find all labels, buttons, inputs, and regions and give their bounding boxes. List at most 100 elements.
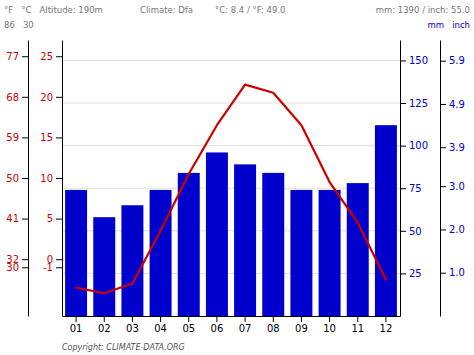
annotation: mm inch [428, 20, 470, 30]
tick-mark [273, 316, 274, 322]
bar [319, 190, 341, 316]
tick-mark [329, 316, 330, 322]
bar [65, 190, 87, 316]
tick-mark [56, 56, 62, 57]
tick-label: 07 [239, 323, 252, 334]
bars [65, 125, 397, 316]
tick-mark [104, 316, 105, 322]
tick-label: 10 [40, 173, 53, 184]
grid-line [62, 145, 400, 146]
axis-line [400, 41, 401, 317]
marks [65, 85, 397, 316]
tick: 11 [351, 316, 364, 334]
tick-label: 41 [6, 213, 19, 224]
tick: 04 [154, 316, 167, 334]
tick-label: 02 [98, 323, 111, 334]
annotation: °F °C Altitude: 190m [4, 5, 103, 15]
tick-label: 09 [295, 323, 308, 334]
header: °F °C Altitude: 190mClimate: Dfa°C: 8.4 … [4, 5, 470, 30]
tick: 50 [6, 173, 28, 184]
tick: 08 [267, 316, 280, 334]
tick-label: 50 [409, 226, 422, 237]
tick: 150 [400, 55, 428, 66]
tick-mark [400, 103, 406, 104]
tick: 3.9 [440, 142, 465, 153]
tick-mark [22, 137, 28, 138]
tick-label: 2.0 [449, 224, 465, 235]
tick-label: 50 [6, 173, 19, 184]
tick: 03 [126, 316, 139, 334]
tick-label: 12 [380, 323, 393, 334]
tick: 75 [400, 183, 422, 194]
tick-mark [440, 104, 446, 105]
tick: 09 [295, 316, 308, 334]
tick-mark [22, 267, 28, 268]
tick: 02 [98, 316, 111, 334]
annotation: mm: 1390 / inch: 55.0 [376, 5, 470, 15]
tick-label: 04 [154, 323, 167, 334]
tick-label: 20 [40, 92, 53, 103]
bar [347, 183, 369, 316]
tick-label: 5 [47, 213, 53, 224]
tick-label: 10 [323, 323, 336, 334]
tick: 06 [211, 316, 224, 334]
tick-mark [56, 267, 62, 268]
annotation: 86 30 [4, 20, 34, 30]
x-axis: 010203040506070809101112 [63, 316, 401, 334]
tick-label: 75 [409, 183, 422, 194]
tick: 0 [47, 254, 62, 265]
tick-label: 25 [409, 268, 422, 279]
tick-label: 125 [409, 98, 428, 109]
tick: 25 [400, 268, 422, 279]
axis: 1.02.03.03.94.95.9 [440, 41, 465, 317]
tick-mark [22, 219, 28, 220]
tick-mark [245, 316, 246, 322]
tick-mark [216, 316, 217, 322]
tick: 20 [40, 92, 62, 103]
tick-label: 1.0 [449, 267, 465, 278]
tick-label: 15 [40, 132, 53, 143]
tick: 4.9 [440, 99, 465, 110]
tick-mark [56, 259, 62, 260]
tick: 1.0 [440, 267, 465, 278]
tick-mark [56, 137, 62, 138]
tick-mark [385, 316, 386, 322]
tick-mark [440, 273, 446, 274]
tick-mark [440, 147, 446, 148]
bar [150, 190, 172, 316]
tick-mark [357, 316, 358, 322]
tick: 05 [182, 316, 195, 334]
tick-mark [400, 188, 406, 189]
tick: 68 [6, 92, 28, 103]
tick-mark [22, 178, 28, 179]
tick-mark [440, 229, 446, 230]
tick-label: 77 [6, 51, 19, 62]
tick-mark [76, 316, 77, 322]
tick-label: 03 [126, 323, 139, 334]
tick: 50 [400, 226, 422, 237]
tick: 10 [323, 316, 336, 334]
axis: 25 50 75 100 125 150 [400, 41, 428, 317]
tick-label: 150 [409, 55, 428, 66]
tick-mark [56, 178, 62, 179]
tick-label: 59 [6, 132, 19, 143]
tick-label: 32 [6, 254, 19, 265]
tick: 32 [6, 254, 28, 265]
annotation: Climate: Dfa [140, 5, 193, 15]
tick-mark [188, 316, 189, 322]
tick-label: 100 [409, 140, 428, 151]
tick: 2.0 [440, 224, 465, 235]
axis-line [62, 41, 63, 317]
tick-label: 68 [6, 92, 19, 103]
bar [121, 205, 143, 316]
bar [93, 217, 115, 316]
tick-mark [56, 219, 62, 220]
bar [178, 173, 200, 316]
tick-mark [22, 97, 28, 98]
tick: 3.0 [440, 181, 465, 192]
tick-mark [160, 316, 161, 322]
tick-label: 0 [47, 254, 53, 265]
axis: 30324150596877 [6, 41, 28, 317]
axis: -10510152025 [40, 41, 62, 317]
tick-mark [400, 146, 406, 147]
